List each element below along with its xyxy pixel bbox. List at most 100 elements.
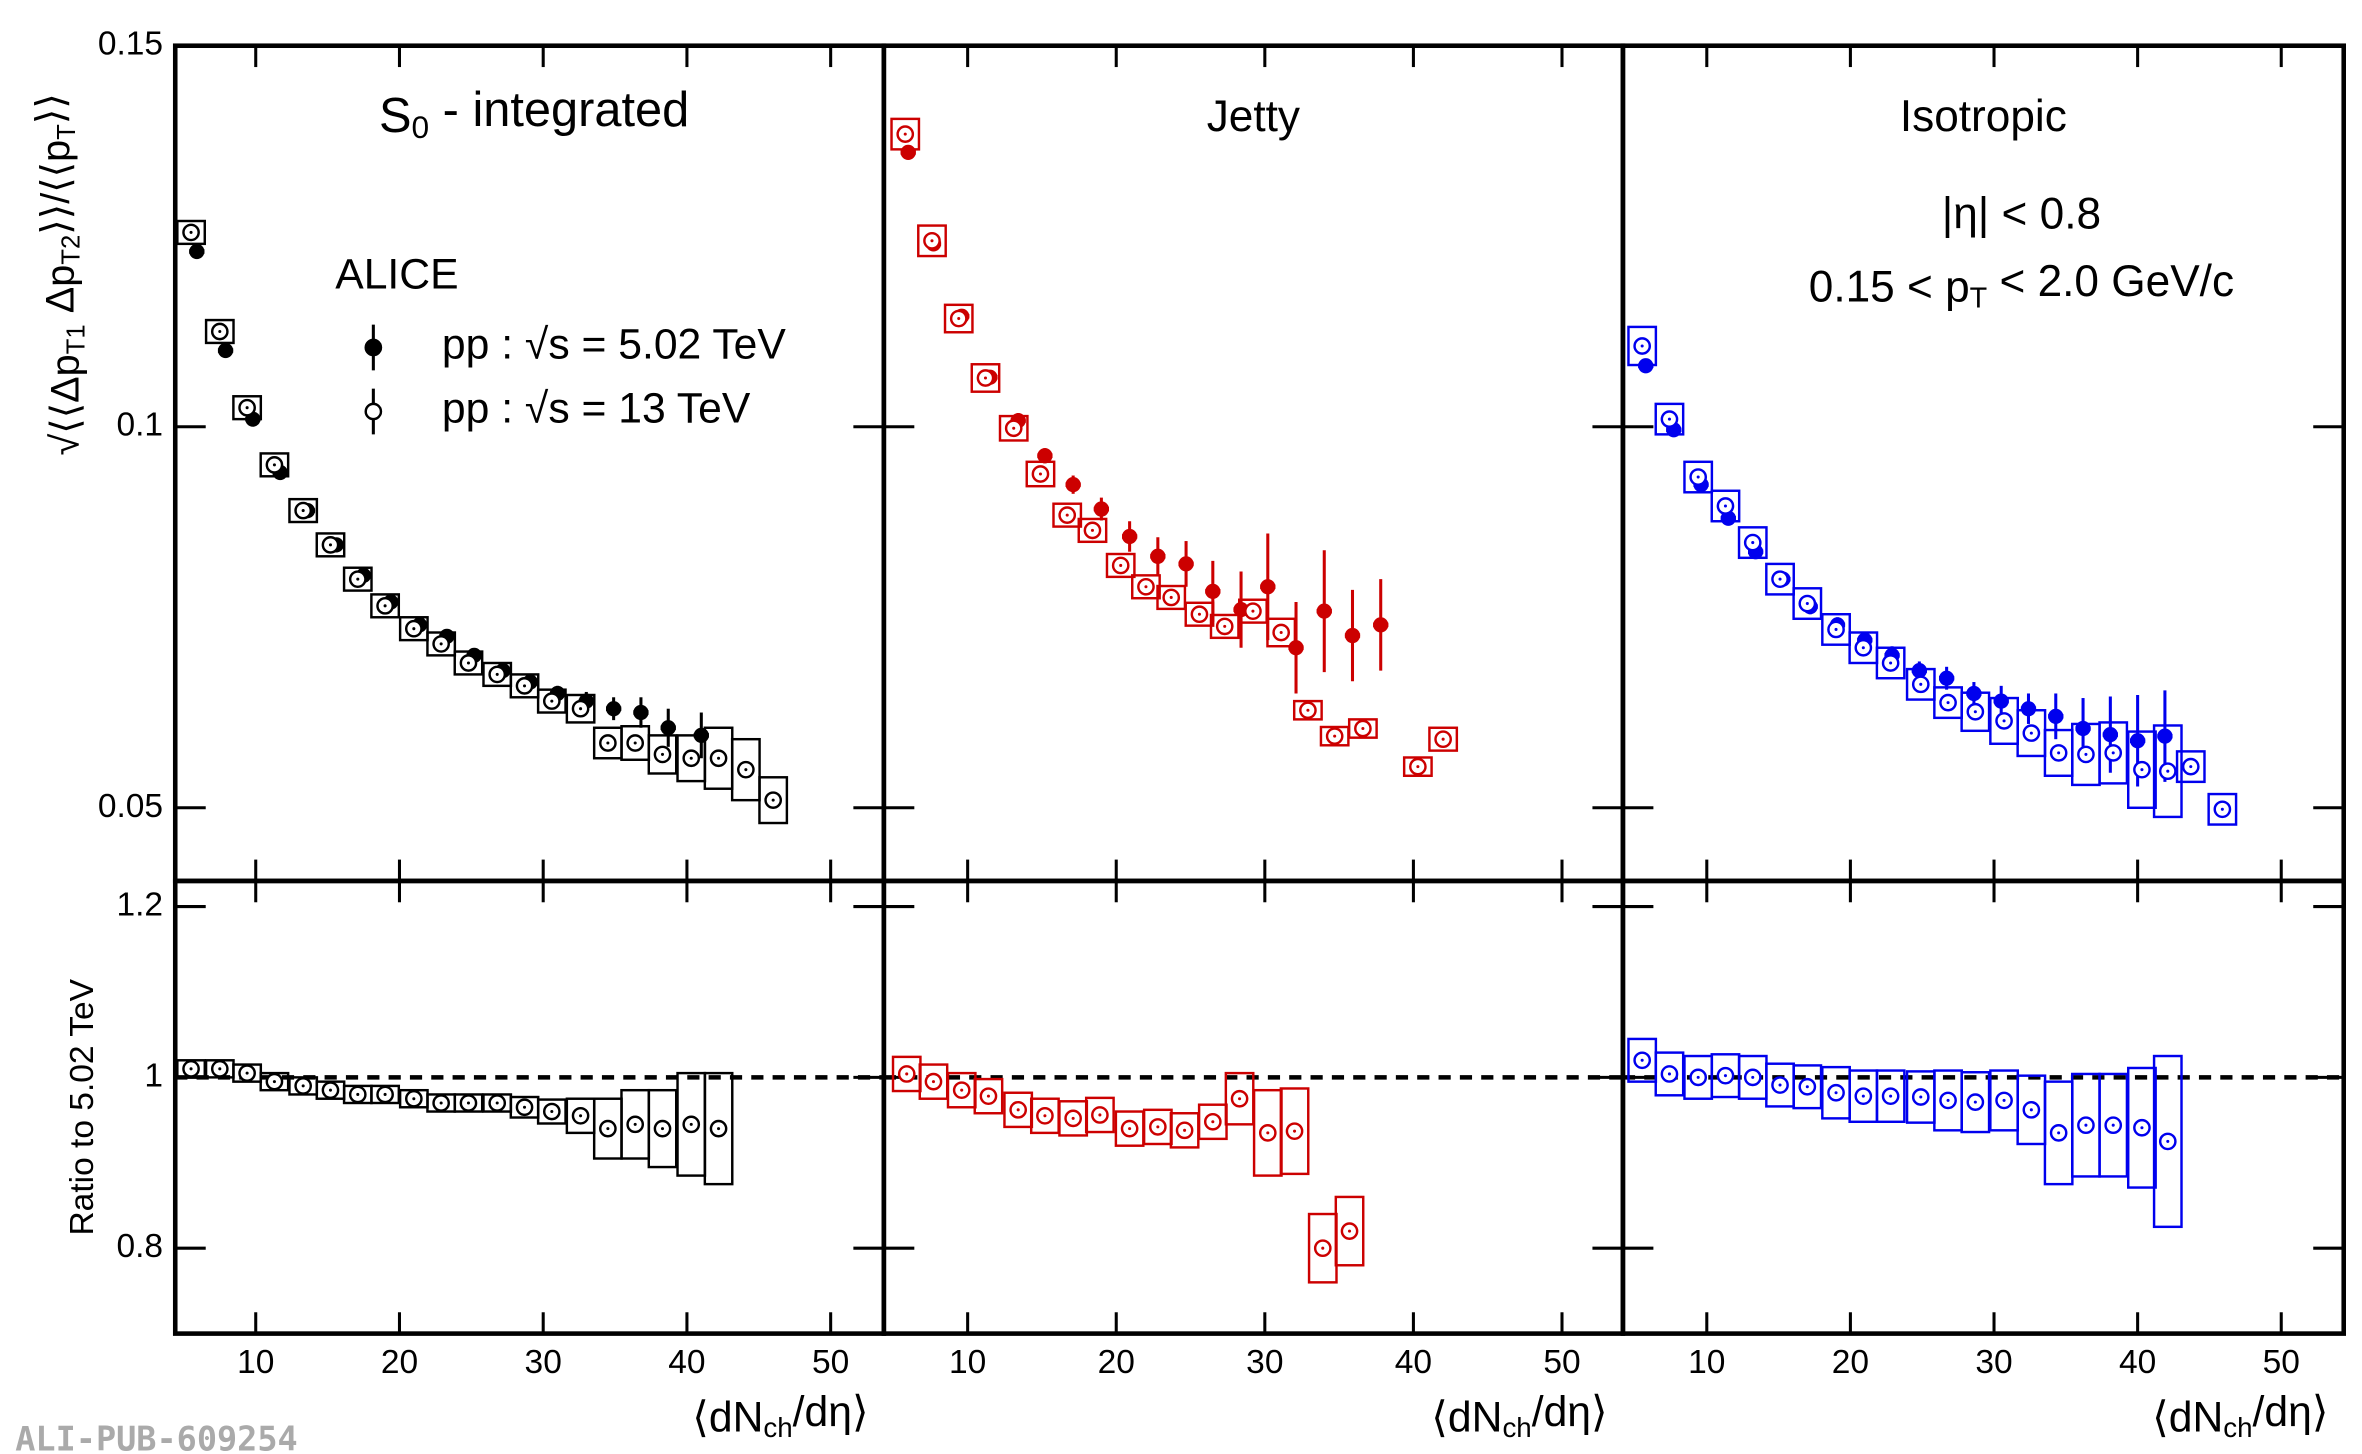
legend-marker <box>364 338 383 357</box>
marker-dot <box>1946 1098 1950 1102</box>
sys-box <box>370 593 401 619</box>
panel-frame <box>1620 878 2346 1336</box>
marker-dot <box>2140 1126 2144 1130</box>
marker-dot <box>1128 1127 1132 1131</box>
sys-box <box>565 693 596 724</box>
marker-dot <box>550 1110 554 1114</box>
marker-dot <box>2029 1108 2033 1112</box>
x-axis-label: ⟨dNch/dη⟩ <box>692 1389 868 1444</box>
marker-dot <box>189 230 193 234</box>
y-tick-label: 0.8 <box>116 1228 163 1265</box>
marker-dot <box>495 1101 499 1105</box>
y-tick-label: 1 <box>144 1057 163 1094</box>
marker-dot <box>2189 765 2193 769</box>
filled-marker <box>2048 708 2064 724</box>
marker-dot <box>1889 1094 1893 1098</box>
sys-box <box>1683 460 1714 494</box>
sys-box <box>917 224 947 258</box>
sys-box <box>1737 526 1768 560</box>
marker-dot <box>1640 344 1644 348</box>
x-tick-label: 40 <box>1395 1344 1432 1381</box>
sys-box <box>647 734 678 775</box>
marker-dot <box>1861 646 1865 650</box>
x-tick-label: 30 <box>1246 1344 1283 1381</box>
annotation: |η| < 0.8 <box>1942 189 2101 238</box>
legend-title: ALICE <box>335 251 458 299</box>
marker-dot <box>439 642 443 646</box>
filled-marker <box>1939 670 1955 686</box>
marker-dot <box>1805 1085 1809 1089</box>
marker-dot <box>1043 1114 1047 1118</box>
marker-dot <box>1861 1094 1865 1098</box>
marker-dot <box>1696 1075 1700 1079</box>
annotation: 0.15 < pT < 2.0 GeV/c <box>1809 257 2234 314</box>
filled-marker <box>633 704 649 721</box>
marker-dot <box>1090 528 1094 532</box>
marker-dot <box>717 756 721 760</box>
marker-dot <box>272 1080 276 1084</box>
filled-marker <box>2102 727 2118 743</box>
sys-box <box>1266 617 1297 648</box>
sys-box <box>1627 325 1658 367</box>
marker-dot <box>1696 475 1700 479</box>
sys-box <box>970 363 1001 393</box>
x-tick-label: 40 <box>2119 1344 2156 1381</box>
marker-dot <box>1144 585 1148 589</box>
marker-dot <box>1919 1095 1923 1099</box>
marker-dot <box>633 1122 637 1126</box>
filled-marker <box>1344 627 1361 644</box>
sys-box <box>1025 460 1056 488</box>
marker-dot <box>1416 765 1420 769</box>
marker-dot <box>689 1122 693 1126</box>
x-tick-label: 50 <box>812 1344 849 1381</box>
sys-box <box>1875 1069 1906 1124</box>
marker-dot <box>1778 1083 1782 1087</box>
x-tick-label: 30 <box>1975 1344 2012 1381</box>
marker-dot <box>986 1094 990 1098</box>
x-tick-label: 30 <box>525 1344 562 1381</box>
sys-box <box>1710 489 1741 523</box>
marker-dot <box>522 1105 527 1109</box>
sys-box <box>2152 1054 2183 1229</box>
legend-marker <box>364 402 383 421</box>
marker-dot <box>1361 727 1365 731</box>
marker-dot <box>1071 1116 1075 1120</box>
sys-box <box>1792 1064 1823 1110</box>
sys-box <box>973 1077 1004 1115</box>
marker-dot <box>2111 1123 2115 1127</box>
filled-marker <box>1178 556 1194 572</box>
marker-dot <box>1751 1075 1755 1079</box>
marker-dot <box>903 132 907 136</box>
marker-dot <box>1169 595 1173 599</box>
filled-marker <box>1065 477 1081 493</box>
sys-box <box>536 1098 567 1125</box>
y-axis-label: √⟨⟨ΔpT1 ΔpT2⟩⟩/⟨⟨pT⟩⟩ <box>29 93 90 455</box>
sys-box <box>509 673 540 699</box>
marker-dot <box>1723 1074 1727 1078</box>
filled-marker <box>189 243 205 260</box>
marker-dot <box>1347 1229 1352 1233</box>
marker-dot <box>2166 769 2170 773</box>
x-tick-label: 40 <box>668 1344 705 1381</box>
filled-marker <box>900 144 916 161</box>
marker-dot <box>383 604 387 608</box>
sys-box <box>288 497 319 524</box>
filled-marker <box>1288 640 1304 656</box>
marker-dot <box>983 376 988 380</box>
x-tick-label: 20 <box>1098 1344 1135 1381</box>
marker-dot <box>1973 710 1977 714</box>
marker-dot <box>2002 1098 2006 1102</box>
sys-box <box>315 532 346 558</box>
sys-box <box>1105 552 1136 579</box>
sys-box <box>1402 756 1433 777</box>
sys-box <box>1279 1087 1310 1176</box>
watermark: ALI-PUB-609254 <box>15 1419 297 1454</box>
marker-dot <box>931 1080 935 1084</box>
marker-dot <box>356 1092 360 1096</box>
marker-dot <box>1119 563 1123 567</box>
marker-dot <box>1266 1131 1270 1135</box>
sys-box <box>758 776 789 825</box>
filled-marker <box>1037 448 1053 464</box>
marker-dot <box>1293 1129 1297 1133</box>
x-tick-label: 10 <box>1688 1344 1725 1381</box>
